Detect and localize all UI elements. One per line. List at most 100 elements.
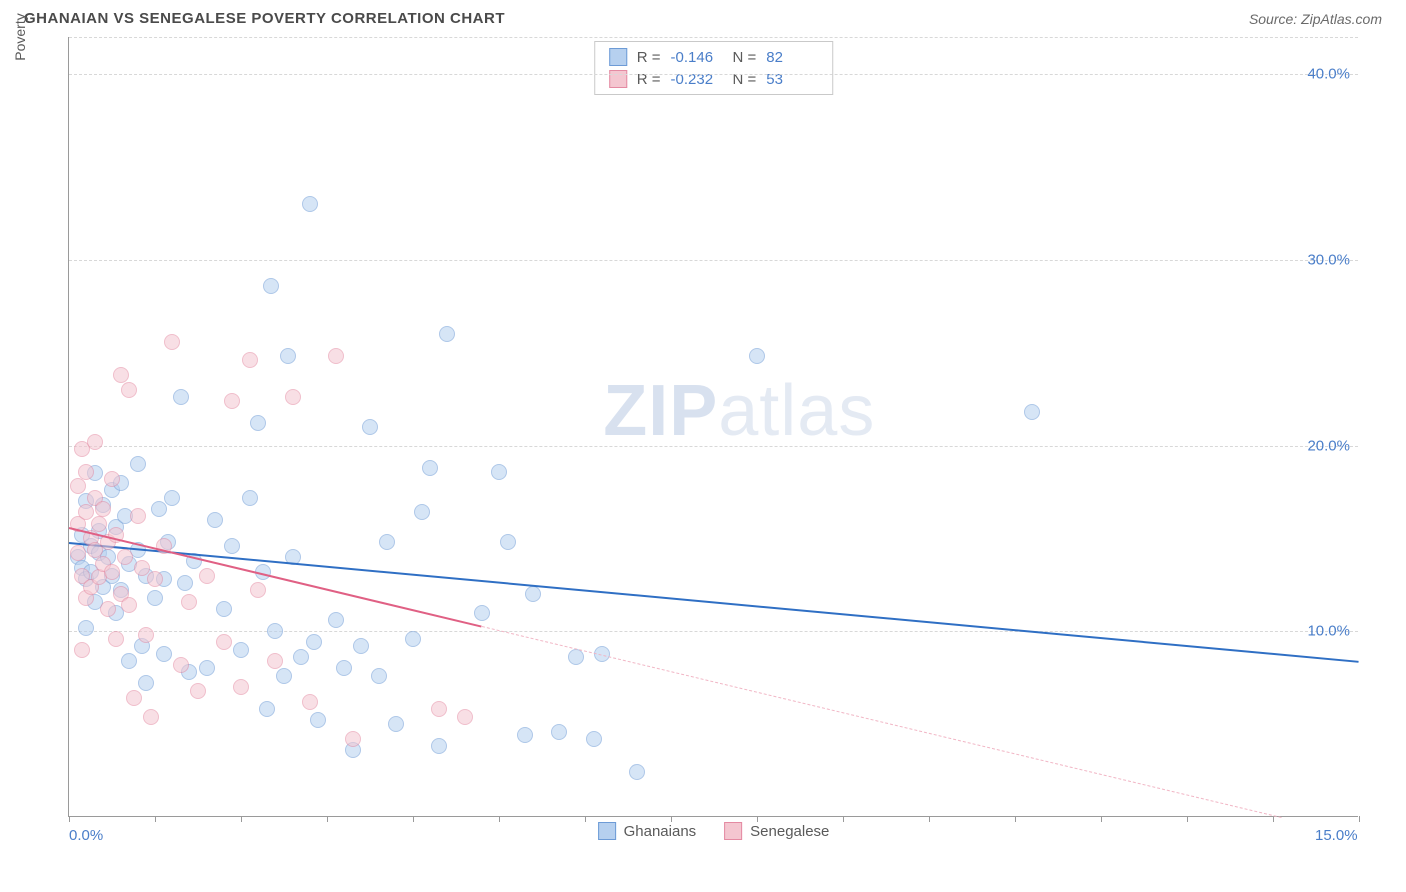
x-tick bbox=[155, 816, 156, 822]
scatter-point bbox=[130, 508, 146, 524]
scatter-point bbox=[551, 724, 567, 740]
scatter-point bbox=[474, 605, 490, 621]
x-tick bbox=[1273, 816, 1274, 822]
legend-item-ghanaians: Ghanaians bbox=[598, 822, 697, 840]
scatter-point bbox=[431, 701, 447, 717]
bottom-legend: Ghanaians Senegalese bbox=[598, 822, 830, 840]
gridline bbox=[69, 446, 1358, 447]
gridline bbox=[69, 74, 1358, 75]
scatter-point bbox=[138, 627, 154, 643]
trend-line bbox=[69, 542, 1359, 663]
scatter-point bbox=[70, 545, 86, 561]
scatter-point bbox=[147, 590, 163, 606]
scatter-point bbox=[126, 690, 142, 706]
scatter-point bbox=[517, 727, 533, 743]
scatter-point bbox=[336, 660, 352, 676]
scatter-point bbox=[138, 675, 154, 691]
scatter-point bbox=[143, 709, 159, 725]
scatter-point bbox=[250, 582, 266, 598]
scatter-point bbox=[259, 701, 275, 717]
y-tick-label: 30.0% bbox=[1307, 251, 1350, 268]
y-tick-label: 40.0% bbox=[1307, 66, 1350, 83]
scatter-point bbox=[233, 642, 249, 658]
scatter-point bbox=[207, 512, 223, 528]
scatter-point bbox=[216, 601, 232, 617]
scatter-point bbox=[405, 631, 421, 647]
scatter-point bbox=[267, 653, 283, 669]
x-tick bbox=[499, 816, 500, 822]
scatter-point bbox=[250, 415, 266, 431]
scatter-point bbox=[306, 634, 322, 650]
scatter-point bbox=[224, 538, 240, 554]
x-tick bbox=[327, 816, 328, 822]
scatter-point bbox=[156, 646, 172, 662]
scatter-point bbox=[181, 594, 197, 610]
scatter-point bbox=[491, 464, 507, 480]
scatter-point bbox=[568, 649, 584, 665]
scatter-point bbox=[91, 516, 107, 532]
y-tick-label: 20.0% bbox=[1307, 437, 1350, 454]
scatter-point bbox=[500, 534, 516, 550]
scatter-point bbox=[263, 278, 279, 294]
scatter-point bbox=[629, 764, 645, 780]
x-tick bbox=[69, 816, 70, 822]
scatter-point bbox=[285, 389, 301, 405]
stats-row-ghanaians: R = -0.146 N = 82 bbox=[595, 46, 833, 68]
scatter-point bbox=[276, 668, 292, 684]
scatter-point bbox=[95, 501, 111, 517]
y-axis-label: Poverty bbox=[12, 13, 28, 60]
y-tick-label: 10.0% bbox=[1307, 623, 1350, 640]
scatter-point bbox=[78, 464, 94, 480]
x-tick bbox=[1101, 816, 1102, 822]
scatter-point bbox=[345, 731, 361, 747]
x-tick bbox=[757, 816, 758, 822]
scatter-point bbox=[242, 352, 258, 368]
swatch-ghanaians-icon bbox=[598, 822, 616, 840]
swatch-senegalese-icon bbox=[724, 822, 742, 840]
scatter-plot: ZIPatlas R = -0.146 N = 82 R = -0.232 N … bbox=[68, 37, 1358, 817]
scatter-point bbox=[130, 456, 146, 472]
scatter-point bbox=[353, 638, 369, 654]
x-tick bbox=[671, 816, 672, 822]
scatter-point bbox=[104, 564, 120, 580]
scatter-point bbox=[431, 738, 447, 754]
trend-line-extrapolated bbox=[482, 626, 1282, 818]
scatter-point bbox=[216, 634, 232, 650]
swatch-senegalese bbox=[609, 70, 627, 88]
scatter-point bbox=[104, 471, 120, 487]
scatter-point bbox=[267, 623, 283, 639]
scatter-point bbox=[74, 642, 90, 658]
scatter-point bbox=[439, 326, 455, 342]
scatter-point bbox=[457, 709, 473, 725]
scatter-point bbox=[100, 601, 116, 617]
scatter-point bbox=[586, 731, 602, 747]
scatter-point bbox=[242, 490, 258, 506]
chart-title: GHANAIAN VS SENEGALESE POVERTY CORRELATI… bbox=[24, 10, 505, 27]
scatter-point bbox=[173, 657, 189, 673]
x-tick bbox=[413, 816, 414, 822]
scatter-point bbox=[121, 597, 137, 613]
gridline bbox=[69, 37, 1358, 38]
gridline bbox=[69, 260, 1358, 261]
scatter-point bbox=[224, 393, 240, 409]
swatch-ghanaians bbox=[609, 48, 627, 66]
scatter-point bbox=[422, 460, 438, 476]
scatter-point bbox=[302, 196, 318, 212]
x-tick bbox=[241, 816, 242, 822]
scatter-point bbox=[108, 631, 124, 647]
scatter-point bbox=[121, 382, 137, 398]
x-tick-label: 0.0% bbox=[69, 827, 103, 844]
scatter-point bbox=[233, 679, 249, 695]
chart-source: Source: ZipAtlas.com bbox=[1249, 11, 1382, 27]
scatter-point bbox=[328, 612, 344, 628]
stats-legend-box: R = -0.146 N = 82 R = -0.232 N = 53 bbox=[594, 41, 834, 95]
scatter-point bbox=[121, 653, 137, 669]
scatter-point bbox=[328, 348, 344, 364]
x-tick bbox=[929, 816, 930, 822]
scatter-point bbox=[525, 586, 541, 602]
scatter-point bbox=[190, 683, 206, 699]
scatter-point bbox=[1024, 404, 1040, 420]
scatter-point bbox=[173, 389, 189, 405]
scatter-point bbox=[371, 668, 387, 684]
scatter-point bbox=[362, 419, 378, 435]
